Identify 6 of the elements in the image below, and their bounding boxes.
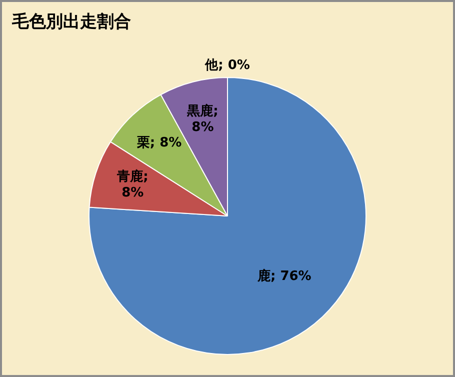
slice-label: 鹿; 76% bbox=[256, 268, 312, 284]
category-label: 他; 0% bbox=[205, 58, 250, 73]
slice-label: 栗; 8% bbox=[136, 136, 182, 151]
chart-title: 毛色別出走割合 bbox=[12, 11, 131, 33]
slice-label: 青鹿; 8% bbox=[116, 168, 148, 201]
slice-label: 黒鹿; 8% bbox=[186, 102, 218, 135]
